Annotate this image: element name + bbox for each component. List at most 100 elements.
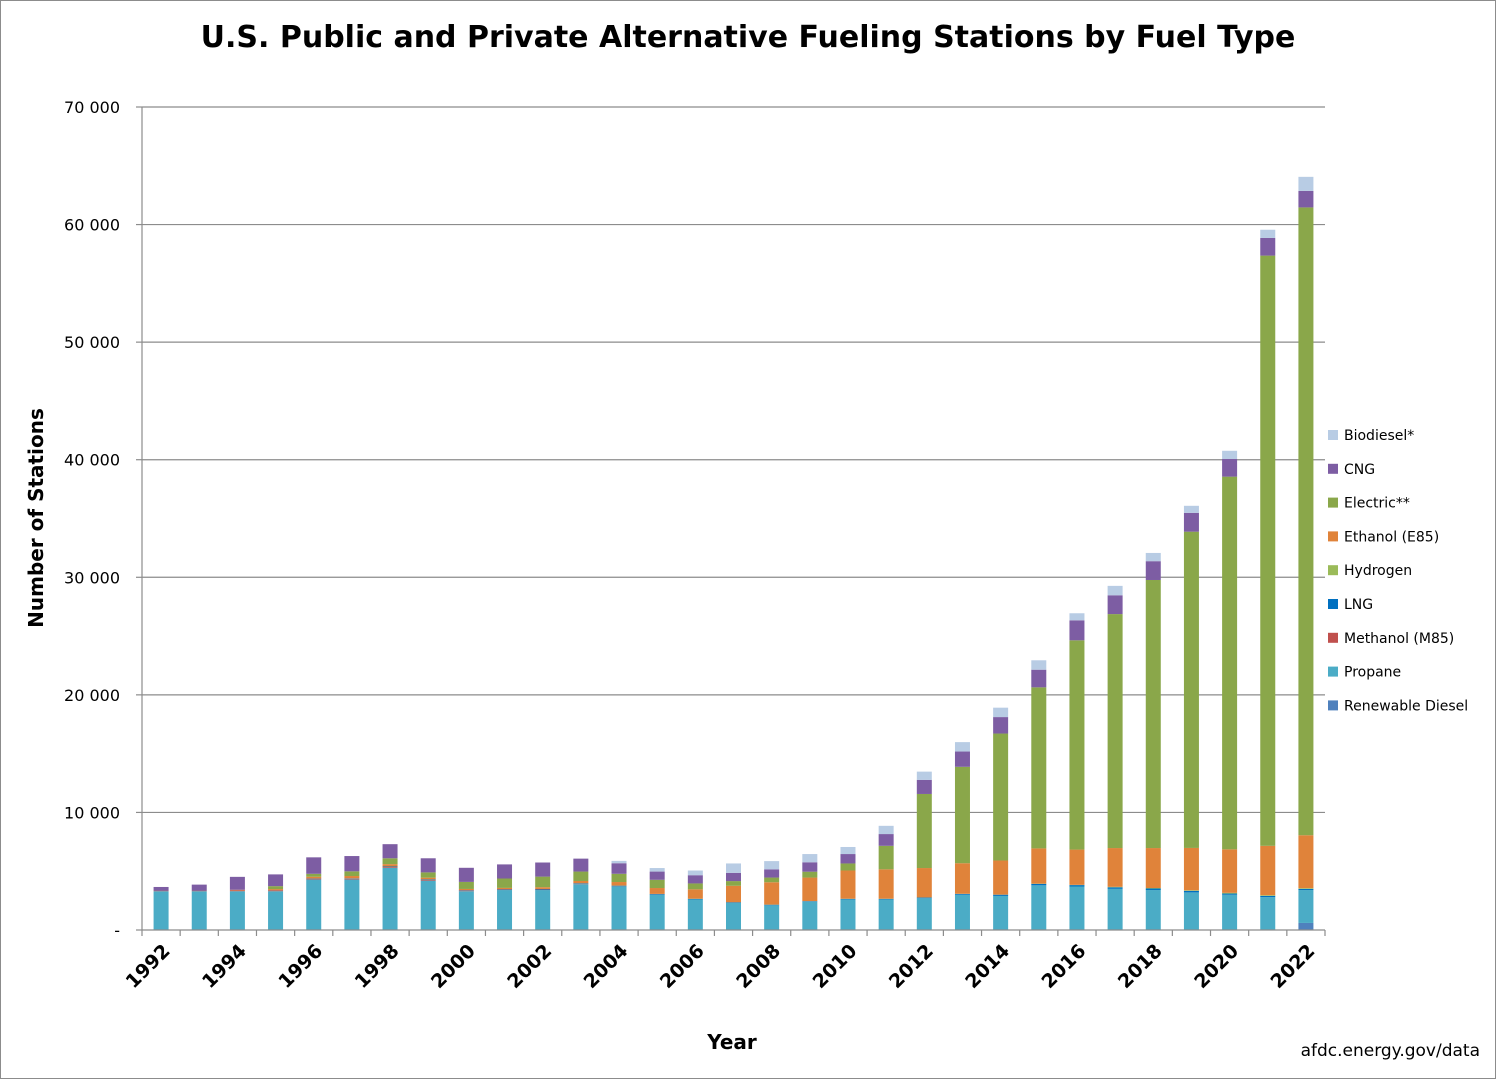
legend-swatch bbox=[1328, 666, 1338, 677]
bar-segment-biodiesel bbox=[1145, 552, 1161, 562]
bar-segment-cng bbox=[954, 751, 970, 767]
bar-segment-ethanol-e85 bbox=[840, 870, 856, 899]
bar-segment-electric bbox=[1145, 579, 1161, 849]
bar-segment-ethanol-e85 bbox=[993, 860, 1009, 895]
x-tick-label: 2018 bbox=[1114, 940, 1167, 993]
bar-segment-ethanol-e85 bbox=[1260, 845, 1276, 896]
bar-segment-ethanol-e85 bbox=[1145, 848, 1161, 889]
bar-segment-ethanol-e85 bbox=[268, 889, 284, 891]
legend-label: Ethanol (E85) bbox=[1344, 529, 1439, 545]
bar-segment-ethanol-e85 bbox=[458, 888, 474, 891]
legend-label: CNG bbox=[1344, 462, 1375, 478]
bar-segment-lng bbox=[954, 893, 970, 895]
bar-segment-propane bbox=[1145, 890, 1161, 930]
bar-segment-biodiesel bbox=[1031, 660, 1047, 670]
bar-segment-ethanol-e85 bbox=[229, 889, 245, 891]
bar-segment-electric bbox=[573, 871, 589, 881]
bar-segment-lng bbox=[1069, 885, 1085, 887]
bar-segment-cng bbox=[535, 862, 551, 877]
bar-segment-propane bbox=[535, 890, 551, 930]
bar-segment-electric bbox=[764, 877, 780, 883]
bar-segment-electric bbox=[726, 881, 741, 886]
bar-segment-electric bbox=[993, 733, 1009, 861]
bar-segment-biodiesel bbox=[916, 771, 932, 780]
y-tick-label: 70 000 bbox=[64, 98, 120, 117]
bar-segment-ethanol-e85 bbox=[344, 876, 360, 879]
bar-segment-methanol-m85 bbox=[229, 890, 245, 892]
bar-segment-ethanol-e85 bbox=[1222, 849, 1238, 893]
bar-segment-electric bbox=[1031, 687, 1047, 849]
chart-title: U.S. Public and Private Alternative Fuel… bbox=[200, 20, 1296, 55]
bar-segment-methanol-m85 bbox=[420, 879, 436, 881]
bar-segment-lng bbox=[802, 901, 818, 902]
bar-segment-ethanol-e85 bbox=[497, 887, 513, 890]
bar-segment-propane bbox=[382, 867, 398, 930]
bar-segment-biodiesel bbox=[802, 854, 818, 863]
y-tick-label: 50 000 bbox=[64, 333, 120, 352]
bar-segment-biodiesel bbox=[649, 868, 665, 872]
bar-segment-propane bbox=[764, 905, 780, 930]
bar-segment-biodiesel bbox=[878, 825, 894, 835]
bar-segment-electric bbox=[344, 871, 360, 877]
bar-segment-propane bbox=[1298, 890, 1314, 923]
bar-segment-propane bbox=[878, 899, 894, 930]
bar-segment-ethanol-e85 bbox=[916, 868, 932, 898]
legend-swatch bbox=[1328, 565, 1338, 576]
bar-segment-lng bbox=[535, 888, 551, 890]
y-tick-label: 20 000 bbox=[64, 686, 120, 705]
bar-segment-cng bbox=[153, 886, 169, 891]
bar-segment-biodiesel bbox=[840, 846, 856, 855]
bar-segment-lng bbox=[726, 902, 741, 903]
bar-segment-electric bbox=[306, 873, 322, 877]
x-tick-label: 2004 bbox=[580, 940, 633, 993]
bar-segment-methanol-m85 bbox=[458, 890, 474, 892]
y-tick-label: 60 000 bbox=[64, 216, 120, 235]
x-axis-label: Year bbox=[706, 1030, 757, 1054]
bar-segment-propane bbox=[916, 898, 932, 930]
legend-label: LNG bbox=[1344, 597, 1373, 613]
bar-segment-cng bbox=[1298, 190, 1314, 208]
bar-segment-electric bbox=[1069, 640, 1085, 850]
legend-label: Hydrogen bbox=[1344, 563, 1412, 579]
legend-item: LNG bbox=[1328, 597, 1373, 613]
bar-segment-lng bbox=[993, 894, 1009, 896]
bar-segment-propane bbox=[1069, 886, 1085, 930]
bar-segment-electric bbox=[916, 793, 932, 869]
bar-segment-cng bbox=[191, 884, 207, 891]
bar-segment-electric bbox=[1222, 476, 1238, 850]
bar-segment-propane bbox=[840, 899, 856, 930]
bar-segment-electric bbox=[268, 886, 284, 890]
bar-segment-electric bbox=[1260, 255, 1276, 846]
bar-segment-electric bbox=[1107, 614, 1123, 849]
bar-segment-propane bbox=[573, 884, 589, 930]
bar-segment-methanol-m85 bbox=[153, 890, 169, 892]
bar-segment-electric bbox=[535, 876, 551, 888]
y-tick-label: - bbox=[114, 921, 120, 940]
bar-segment-cng bbox=[1107, 595, 1123, 615]
x-tick-label: 2016 bbox=[1038, 940, 1091, 993]
bar-segment-propane bbox=[611, 886, 627, 930]
bar-segment-propane bbox=[229, 891, 245, 930]
x-tick-label: 1998 bbox=[351, 940, 404, 993]
bar-segment-propane bbox=[802, 901, 818, 930]
bar-segment-cng bbox=[1031, 669, 1047, 688]
bar-segment-propane bbox=[726, 902, 741, 930]
bar-segment-ethanol-e85 bbox=[535, 887, 551, 889]
bar-segment-biodiesel bbox=[1298, 176, 1314, 191]
bar-segment-propane bbox=[458, 891, 474, 930]
bar-segment-propane bbox=[1031, 885, 1047, 930]
x-tick-label: 2022 bbox=[1266, 940, 1319, 993]
bar-segment-ethanol-e85 bbox=[1031, 848, 1047, 884]
bar-segment-ethanol-e85 bbox=[1298, 835, 1314, 889]
bar-segment-cng bbox=[268, 874, 284, 887]
bar-segment-ethanol-e85 bbox=[726, 885, 741, 903]
x-tick-label: 2010 bbox=[809, 940, 862, 993]
legend-swatch bbox=[1328, 497, 1338, 508]
bar-segment-cng bbox=[916, 779, 932, 794]
legend-item: CNG bbox=[1328, 462, 1375, 478]
bar-segment-propane bbox=[1183, 892, 1199, 930]
bar-segment-propane bbox=[687, 899, 703, 930]
x-tick-label: 2012 bbox=[885, 940, 938, 993]
bar-segment-propane bbox=[268, 891, 284, 930]
bar-segment-hydrogen bbox=[1222, 892, 1238, 894]
